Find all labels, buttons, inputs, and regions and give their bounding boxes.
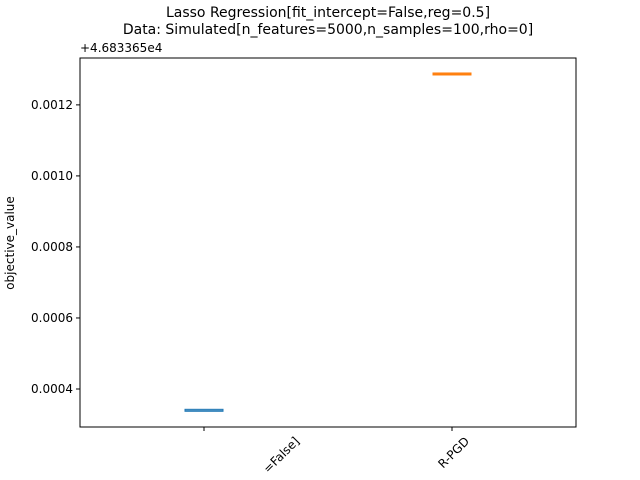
y-axis-label: objective_value [3,196,17,290]
chart-title: Lasso Regression[fit_intercept=False,reg… [166,5,490,21]
y-tick-label: 0.0008 [31,240,73,254]
chart-subtitle: Data: Simulated[n_features=5000,n_sample… [123,22,533,38]
x-tick-label: R-PGD [435,434,472,471]
y-tick-label: 0.0012 [31,98,73,112]
y-tick-label: 0.0006 [31,311,73,325]
y-tick-label: 0.0010 [31,169,73,183]
x-tick-label: =False] [261,434,303,476]
plot-frame [79,57,577,428]
y-tick-label: 0.0004 [31,382,73,396]
y-offset-label: +4.683365e4 [80,41,162,55]
